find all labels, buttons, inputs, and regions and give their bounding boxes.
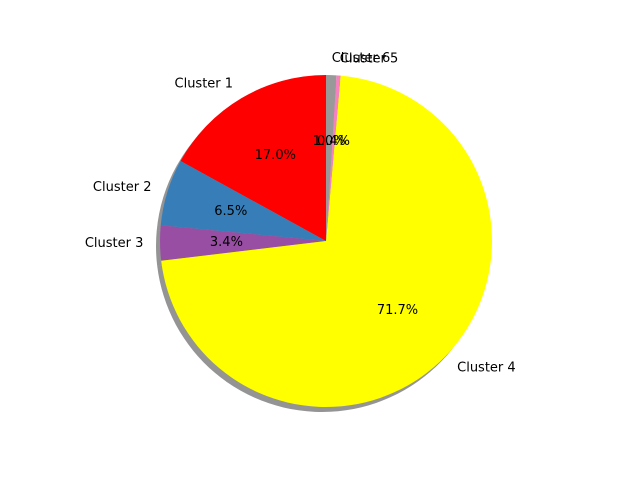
slice-label-cluster-6: Cluster 6 — [332, 51, 391, 66]
slice-pct-cluster-1: 17.0% — [255, 148, 296, 163]
slice-cluster-1 — [180, 75, 326, 241]
slice-label-cluster-3: Cluster 3 — [85, 236, 144, 251]
slice-pct-cluster-2: 6.5% — [214, 204, 247, 219]
slice-label-cluster-2: Cluster 2 — [93, 180, 152, 195]
slice-cluster-6 — [326, 75, 337, 241]
slice-cluster-3 — [160, 225, 326, 261]
pie-slices — [160, 75, 492, 407]
slice-pct-cluster-4: 71.7% — [377, 303, 418, 318]
slice-cluster-5 — [326, 75, 341, 241]
slice-label-cluster-5: Cluster 5 — [340, 51, 399, 66]
slice-cluster-4 — [161, 75, 492, 407]
slice-pct-cluster-5: 0.4% — [317, 134, 350, 149]
slice-label-cluster-4: Cluster 4 — [457, 361, 516, 376]
pie-labels: Cluster 1 17.0% Cluster 2 6.5% Cluster 3 3.4%… — [85, 51, 516, 376]
slice-cluster-2 — [160, 161, 326, 241]
slice-label-cluster-1: Cluster 1 — [175, 76, 234, 91]
slice-pct-cluster-3: 3.4% — [210, 235, 243, 250]
slice-pct-cluster-6: 1.0% — [313, 134, 346, 149]
